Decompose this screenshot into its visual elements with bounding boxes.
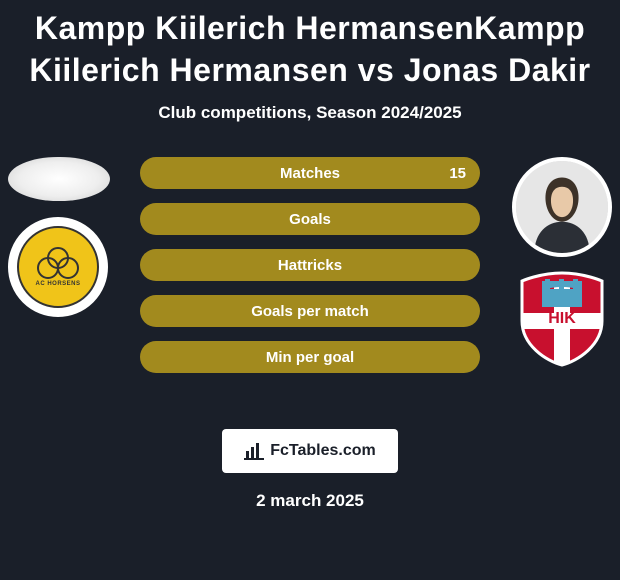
- player-right-column: HIK: [512, 157, 612, 367]
- player-right-avatar: [512, 157, 612, 257]
- footer-brand-text: FcTables.com: [270, 442, 376, 460]
- comparison-area: AC HORSENS: [0, 157, 620, 417]
- stat-row-hattricks: Hattricks: [140, 249, 480, 281]
- page-title: Kampp Kiilerich HermansenKampp Kiilerich…: [0, 0, 620, 97]
- stat-row-goals: Goals: [140, 203, 480, 235]
- bar-chart-icon: [244, 441, 264, 461]
- club-left-label: AC HORSENS: [35, 281, 80, 287]
- player-left-column: AC HORSENS: [8, 157, 110, 317]
- stat-label: Hattricks: [278, 257, 342, 274]
- club-right-badge: HIK: [512, 267, 612, 367]
- stat-rows: Matches 15 Goals Hattricks Goals per mat…: [140, 157, 480, 373]
- stat-row-matches: Matches 15: [140, 157, 480, 189]
- stat-label: Matches: [280, 165, 340, 182]
- footer-brand-badge[interactable]: FcTables.com: [222, 429, 398, 473]
- stat-row-min-per-goal: Min per goal: [140, 341, 480, 373]
- subtitle: Club competitions, Season 2024/2025: [0, 103, 620, 123]
- person-icon: [516, 161, 608, 253]
- stat-label: Min per goal: [266, 349, 354, 366]
- club-right-label: HIK: [548, 310, 576, 327]
- footer-date: 2 march 2025: [0, 491, 620, 511]
- player-left-avatar: [8, 157, 110, 201]
- club-right-badge-icon: HIK: [512, 267, 612, 367]
- club-left-badge: AC HORSENS: [8, 217, 108, 317]
- stat-right-value: 15: [449, 165, 466, 182]
- stat-row-goals-per-match: Goals per match: [140, 295, 480, 327]
- stat-label: Goals per match: [251, 303, 369, 320]
- club-left-badge-inner: AC HORSENS: [17, 226, 99, 308]
- stat-label: Goals: [289, 211, 331, 228]
- club-left-rings-icon: [35, 247, 81, 277]
